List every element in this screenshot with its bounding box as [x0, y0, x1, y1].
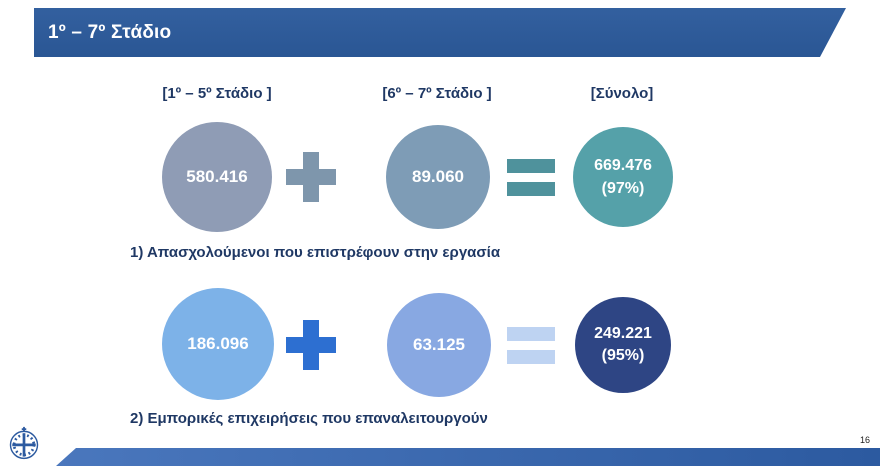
hellenic-republic-logo-icon: [6, 425, 42, 463]
row2-value-b: 63.125: [413, 335, 465, 354]
row1-value-a: 580.416: [186, 167, 248, 186]
row1-total-circle: 669.476 (97%): [573, 127, 673, 227]
row2-total: 249.221: [594, 325, 652, 342]
row2-value-a-circle: 186.096: [162, 288, 274, 400]
column-header-stages-1-5: [1º – 5º Στάδιο ]: [162, 85, 272, 102]
row2-total-percent: (95%): [601, 347, 645, 364]
row2-caption: 2) Εμπορικές επιχειρήσεις που επαναλειτο…: [130, 410, 488, 427]
row1-caption: 1) Απασχολούμενοι που επιστρέφουν στην ε…: [130, 244, 501, 261]
hellenic-republic-emblem-icon: [9, 426, 39, 460]
equals-icon: [507, 159, 555, 196]
column-header-total: [Σύνολο]: [590, 85, 654, 102]
row1-value-b-circle: 89.060: [386, 125, 490, 229]
column-header-stages-6-7: [6º – 7º Στάδιο ]: [382, 85, 492, 102]
page-number: 16: [859, 435, 870, 445]
header-banner: 1º – 7º Στάδιο: [34, 8, 846, 57]
row2-value-b-circle: 63.125: [387, 293, 491, 397]
footer-bar: [56, 448, 880, 466]
row1-value-b: 89.060: [412, 167, 464, 186]
row2-value-a: 186.096: [187, 334, 249, 353]
slide-title: 1º – 7º Στάδιο: [48, 21, 172, 43]
plus-icon: [286, 320, 336, 370]
row1-total: 669.476: [594, 157, 652, 174]
row1-value-a-circle: 580.416: [162, 122, 272, 232]
row1-total-percent: (97%): [601, 180, 645, 197]
equals-icon: [507, 327, 555, 364]
row2-total-circle: 249.221 (95%): [575, 297, 671, 393]
plus-icon: [286, 152, 336, 202]
